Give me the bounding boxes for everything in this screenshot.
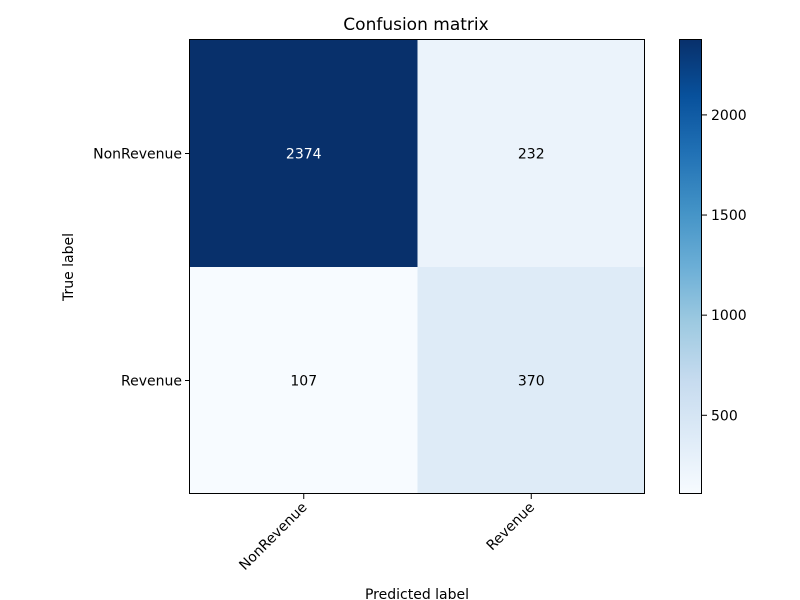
y-tick-label: Revenue	[121, 374, 182, 390]
colorbar-tick-label: 500	[711, 408, 738, 424]
colorbar-tick-label: 2000	[711, 108, 747, 124]
y-axis-label: True label	[61, 233, 77, 302]
cell-value-label: 232	[518, 147, 545, 163]
y-axis-ticks: NonRevenue Revenue	[93, 147, 190, 390]
cell-value-label: 370	[518, 374, 545, 390]
x-axis-ticks: NonRevenue Revenue	[236, 494, 538, 574]
heatmap-cell	[417, 40, 645, 267]
plot-frame	[189, 39, 645, 494]
x-tick-label: Revenue	[484, 500, 538, 554]
cell-labels: 2374 232 107 370	[286, 147, 545, 390]
colorbar	[679, 39, 702, 494]
colorbar-tick-label: 1500	[711, 208, 747, 224]
cell-value-label: 2374	[286, 147, 322, 163]
x-tick-label: NonRevenue	[236, 500, 310, 574]
colorbar-ticks: 500 1000 1500 2000	[702, 108, 747, 424]
heatmap-cells	[190, 40, 645, 494]
cell-value-label: 107	[290, 374, 317, 390]
heatmap-cell	[190, 40, 418, 267]
chart-title: Confusion matrix	[343, 15, 488, 35]
heatmap-cell	[417, 267, 645, 494]
y-tick-label: NonRevenue	[93, 147, 182, 163]
colorbar-tick-label: 1000	[711, 308, 747, 324]
heatmap-cell	[190, 267, 418, 494]
x-axis-label: Predicted label	[365, 587, 469, 600]
